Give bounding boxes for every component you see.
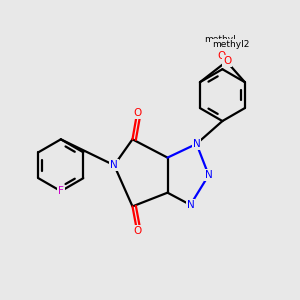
Text: O: O bbox=[133, 108, 141, 118]
Text: N: N bbox=[110, 160, 118, 170]
Text: F: F bbox=[58, 186, 64, 196]
Text: O: O bbox=[133, 226, 141, 236]
Text: methyl2: methyl2 bbox=[212, 40, 249, 49]
Text: N: N bbox=[187, 200, 194, 210]
Text: O: O bbox=[218, 51, 226, 61]
Text: N: N bbox=[205, 170, 213, 180]
Text: N: N bbox=[193, 139, 200, 149]
Text: methyl: methyl bbox=[205, 35, 236, 44]
Text: O: O bbox=[223, 56, 232, 66]
